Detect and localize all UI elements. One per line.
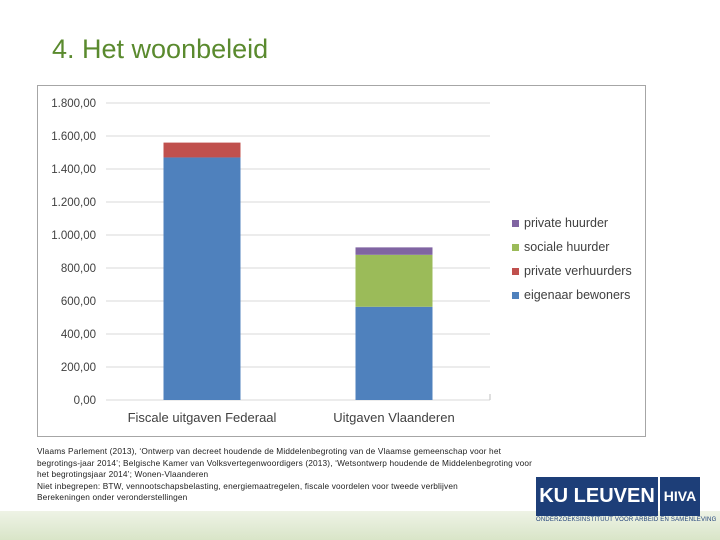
legend-swatch [512, 244, 519, 251]
chart-frame: 0,00 200,00 400,00 600,00 800,00 1.000,00 1.20… [37, 85, 646, 437]
y-tick-label: 1.000,00 [51, 230, 96, 242]
legend-label: sociale huurder [524, 240, 609, 254]
source-note: Vlaams Parlement (2013), ‘Ontwerp van de… [37, 446, 557, 504]
source-line: begrotings-jaar 2014’; Belgische Kamer v… [37, 457, 533, 468]
source-line: Vlaams Parlement (2013), ‘Ontwerp van de… [37, 446, 502, 456]
logo-subtitle: ONDERZOEKSINSTITUUT VOOR ARBEID EN SAMEN… [536, 517, 717, 523]
ku-leuven-logo-text: KU LEUVEN [539, 485, 655, 507]
source-line: Niet inbegrepen: BTW, vennootschapsbelas… [37, 480, 458, 491]
bar-segment [163, 157, 241, 400]
y-tick-label: 200,00 [61, 362, 96, 374]
legend-label: private verhuurders [524, 264, 632, 278]
slide-title: 4. Het woonbeleid [52, 34, 269, 64]
legend-swatch [512, 292, 519, 299]
bar-segment [355, 254, 433, 307]
y-tick-label: 1.200,00 [51, 197, 96, 209]
bar-segment [355, 306, 433, 400]
x-category-label: Uitgaven Vlaanderen [333, 410, 454, 425]
stacked-bar-chart: 0,00 200,00 400,00 600,00 800,00 1.000,00 1.20… [51, 98, 632, 425]
ku-leuven-logo: KU LEUVEN [536, 477, 658, 516]
hiva-logo-text: HIVA [663, 488, 697, 504]
legend-label: eigenaar bewoners [524, 288, 630, 302]
legend-label: private huurder [524, 216, 608, 230]
legend-swatch [512, 220, 519, 227]
bar-segment [163, 142, 241, 158]
y-tick-label: 1.800,00 [51, 98, 96, 110]
y-tick-label: 800,00 [61, 263, 96, 275]
y-tick-label: 400,00 [61, 329, 96, 341]
y-tick-label: 600,00 [61, 296, 96, 308]
bar-segment [355, 247, 433, 255]
y-tick-label: 1.400,00 [51, 164, 96, 176]
source-line: Berekeningen onder veronderstellingen [37, 492, 188, 503]
hiva-logo: HIVA [660, 477, 700, 516]
y-tick-label: 0,00 [74, 395, 96, 407]
legend-swatch [512, 268, 519, 275]
source-line: het begrotingsjaar 2014’; Wonen-Vlaander… [37, 469, 209, 480]
x-category-label: Fiscale uitgaven Federaal [128, 410, 277, 425]
y-tick-label: 1.600,00 [51, 131, 96, 143]
